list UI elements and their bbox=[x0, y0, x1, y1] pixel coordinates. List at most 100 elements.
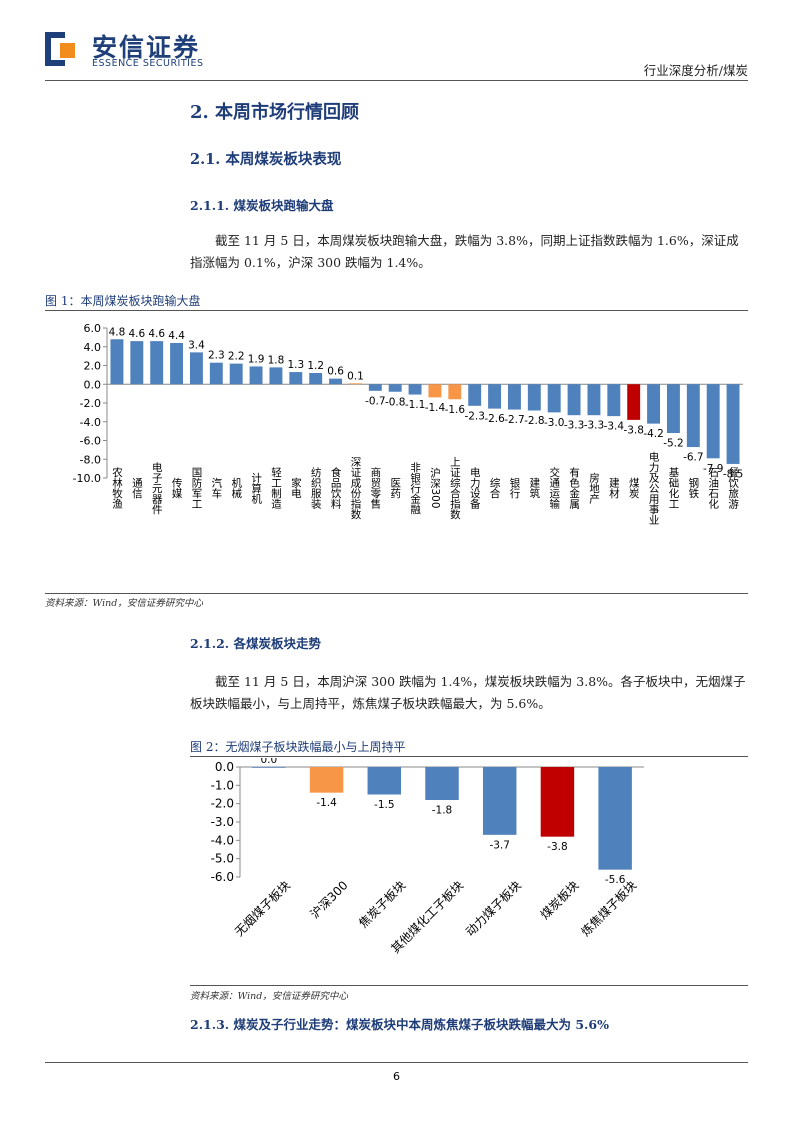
bar bbox=[150, 341, 164, 385]
bar bbox=[598, 767, 632, 870]
header-divider bbox=[45, 80, 748, 81]
bar bbox=[527, 384, 541, 411]
bar bbox=[130, 341, 144, 385]
category-label: 纺织服装 bbox=[310, 466, 322, 510]
data-label: 1.2 bbox=[307, 360, 324, 372]
data-label: -5.2 bbox=[663, 438, 684, 450]
bar bbox=[229, 363, 243, 385]
category-label: 食品饮料 bbox=[330, 466, 342, 510]
category-label: 煤炭 bbox=[628, 477, 640, 500]
category-label: 石油石化 bbox=[707, 467, 719, 510]
category-label: 汽车 bbox=[210, 477, 222, 500]
category-label: 动力煤子板块 bbox=[463, 878, 524, 939]
data-label: 1.3 bbox=[287, 359, 304, 371]
figure-1-source: 资料来源：Wind，安信证券研究中心 bbox=[45, 598, 203, 609]
category-label: 交通运输 bbox=[548, 466, 560, 510]
data-label: 2.2 bbox=[228, 351, 245, 363]
data-label: -7.9 bbox=[703, 463, 724, 475]
category-label: 农林牧渔 bbox=[111, 466, 123, 510]
data-label: -2.6 bbox=[484, 413, 505, 425]
bar bbox=[388, 384, 402, 392]
bar bbox=[252, 767, 286, 768]
category-label: 建筑 bbox=[528, 477, 540, 499]
data-label: 4.4 bbox=[168, 330, 185, 342]
category-label: 机械 bbox=[230, 477, 242, 500]
bar bbox=[647, 384, 661, 424]
bar bbox=[209, 362, 223, 385]
y-tick-label: -3.0 bbox=[211, 815, 234, 829]
bar bbox=[507, 384, 521, 410]
data-label: -3.8 bbox=[623, 424, 644, 436]
data-label: -3.0 bbox=[544, 417, 565, 429]
y-tick-label: -2.0 bbox=[211, 797, 234, 811]
bar bbox=[448, 384, 462, 400]
category-label: 炼焦煤子板块 bbox=[578, 878, 640, 940]
bar bbox=[329, 378, 343, 385]
data-label: 1.8 bbox=[268, 354, 285, 366]
category-label: 基础化工 bbox=[667, 466, 679, 509]
category-label: 沪深300 bbox=[429, 467, 441, 509]
bar bbox=[567, 384, 581, 416]
data-label: -8.5 bbox=[723, 468, 744, 480]
data-label: -1.4 bbox=[316, 797, 337, 809]
data-label: -1.4 bbox=[425, 402, 446, 414]
data-label: 4.6 bbox=[128, 328, 145, 340]
figure-2-bottom-rule bbox=[190, 985, 748, 986]
figure-1-bottom-rule bbox=[45, 593, 748, 594]
chart-1: 6.0 4.0 2.0 0.0 -2.0 -4.0 -6.0 -8.0 -10.0 4.8 农林牧渔… bbox=[73, 322, 744, 525]
bar bbox=[110, 339, 124, 385]
figure-1-caption: 图 1：本周煤炭板块跑输大盘 bbox=[45, 294, 201, 308]
bar bbox=[547, 384, 561, 413]
data-label: -1.6 bbox=[445, 404, 466, 416]
data-label: 0.1 bbox=[347, 370, 364, 382]
bar bbox=[425, 767, 459, 800]
y-tick-label: 6.0 bbox=[84, 322, 102, 335]
bar bbox=[289, 372, 303, 385]
bar bbox=[170, 343, 184, 385]
data-label: 2.3 bbox=[208, 350, 225, 362]
y-tick-label: -2.0 bbox=[80, 397, 101, 410]
data-label: -2.3 bbox=[464, 410, 485, 422]
y-tick-label: -5.0 bbox=[211, 852, 234, 866]
bar bbox=[368, 384, 382, 391]
data-label: -3.3 bbox=[564, 420, 585, 432]
data-label: -0.8 bbox=[385, 396, 406, 408]
logo-text-en: ESSENCE SECURITIES bbox=[92, 58, 204, 69]
y-tick-label: 0.0 bbox=[215, 760, 234, 774]
category-label: 房地产 bbox=[588, 471, 600, 504]
data-label: -4.2 bbox=[643, 428, 664, 440]
y-tick-label: -6.0 bbox=[80, 435, 101, 448]
category-label: 商贸零售 bbox=[369, 466, 381, 510]
category-label: 轻工制造 bbox=[270, 466, 282, 509]
bar bbox=[587, 384, 601, 416]
bar bbox=[348, 383, 362, 385]
category-label: 家电 bbox=[290, 477, 302, 499]
category-label: 深证成份指数 bbox=[349, 457, 361, 521]
bar bbox=[686, 384, 700, 448]
figure-1-top-rule bbox=[45, 310, 748, 311]
y-tick-label: 0.0 bbox=[84, 378, 102, 391]
y-tick-label: -4.0 bbox=[80, 416, 101, 429]
bar bbox=[666, 384, 680, 433]
bar bbox=[408, 384, 422, 395]
chart-2: 0.0 -1.0 -2.0 -3.0 -4.0 -5.0 -6.0 0.0 无烟煤子板块 -1.4… bbox=[211, 758, 644, 956]
data-label: -5.6 bbox=[605, 874, 626, 886]
category-label: 上证综合指数 bbox=[449, 457, 461, 521]
bar bbox=[367, 767, 402, 795]
category-label: 餐饮旅游 bbox=[727, 466, 739, 510]
data-label: -3.7 bbox=[489, 839, 510, 851]
footer-divider bbox=[45, 1062, 748, 1063]
y-tick-label: -6.0 bbox=[211, 870, 234, 884]
category-label: 煤炭板块 bbox=[538, 878, 582, 922]
data-label: -2.8 bbox=[524, 415, 545, 427]
category-label: 钢铁 bbox=[687, 477, 699, 500]
data-label: -3.3 bbox=[584, 420, 605, 432]
page-number: 6 bbox=[393, 1070, 400, 1083]
category-label: 电力设备 bbox=[469, 466, 481, 510]
data-label: -6.7 bbox=[683, 452, 704, 464]
data-label: -3.8 bbox=[547, 841, 568, 853]
category-label: 银行 bbox=[508, 477, 520, 500]
data-label: 0.6 bbox=[327, 366, 344, 378]
logo-text-cn: 安信证券 bbox=[92, 33, 201, 62]
bar bbox=[269, 367, 283, 385]
